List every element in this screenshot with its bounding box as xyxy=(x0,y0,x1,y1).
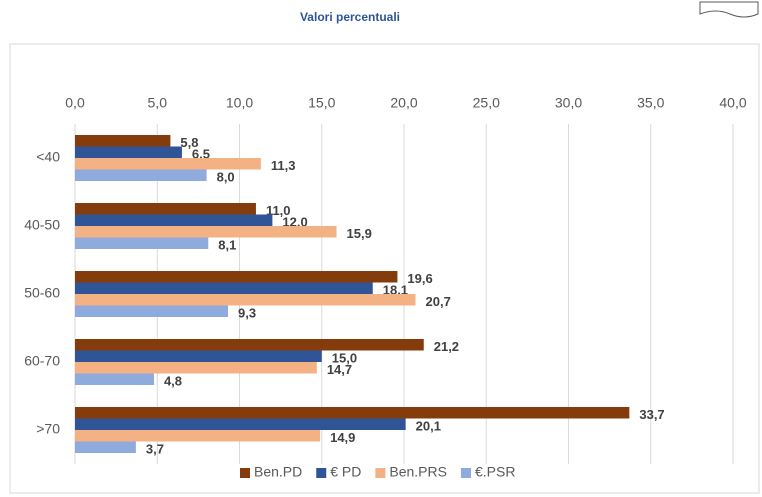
bar xyxy=(75,158,261,170)
bar xyxy=(75,407,630,419)
bar xyxy=(75,271,398,283)
data-label: 15,0 xyxy=(332,351,357,366)
data-label: 15,9 xyxy=(347,226,372,241)
x-tick-label: 10,0 xyxy=(226,95,253,111)
y-tick-label: 50-60 xyxy=(24,285,60,301)
bar xyxy=(75,294,416,306)
bar xyxy=(75,214,273,226)
bar xyxy=(75,350,322,362)
x-tick-label: 25,0 xyxy=(473,95,500,111)
data-label: 33,7 xyxy=(639,407,664,422)
legend-label: €.PSR xyxy=(475,464,515,480)
data-label: 4,8 xyxy=(164,374,182,389)
bar xyxy=(75,305,228,317)
x-tick-label: 20,0 xyxy=(390,95,417,111)
legend-swatch xyxy=(316,468,327,478)
data-label: 6,5 xyxy=(192,147,210,162)
x-tick-label: 15,0 xyxy=(308,95,335,111)
x-tick-label: 40,0 xyxy=(719,95,746,111)
bar xyxy=(75,169,207,181)
data-label: 11,3 xyxy=(271,158,296,173)
data-label: 21,2 xyxy=(434,339,459,354)
x-tick-label: 35,0 xyxy=(637,95,664,111)
decoration xyxy=(699,1,759,18)
chart-title: Valori percentuali xyxy=(300,10,400,24)
data-label: 14,9 xyxy=(330,430,355,445)
data-label: 5,8 xyxy=(180,135,198,150)
bar xyxy=(75,441,136,453)
bar xyxy=(75,430,321,442)
data-label: 9,3 xyxy=(238,306,256,321)
bar xyxy=(75,135,171,147)
x-tick-label: 30,0 xyxy=(555,95,582,111)
y-tick-label: 40-50 xyxy=(24,217,60,233)
legend-swatch xyxy=(240,468,250,478)
bar xyxy=(75,282,373,294)
chart-border xyxy=(9,43,760,494)
bar xyxy=(75,237,209,249)
bar xyxy=(75,226,337,238)
data-label: 8,1 xyxy=(218,238,236,253)
data-label: 12,0 xyxy=(282,215,307,230)
y-tick-label: <40 xyxy=(36,149,60,165)
data-label: 14,7 xyxy=(327,362,352,377)
legend-label: € PD xyxy=(330,464,361,480)
legend-swatch xyxy=(375,468,386,478)
legend-label: Ben.PRS xyxy=(389,464,447,480)
legend-label: Ben.PD xyxy=(254,464,302,480)
y-tick-label: 60-70 xyxy=(24,353,60,369)
y-tick-label: >70 xyxy=(36,421,60,437)
x-tick-label: 5,0 xyxy=(148,95,168,111)
bar xyxy=(75,373,154,385)
bar xyxy=(75,203,256,215)
data-label: 8,0 xyxy=(217,170,235,185)
legend-swatch xyxy=(460,468,471,478)
data-label: 19,6 xyxy=(407,271,432,286)
bar xyxy=(75,362,317,374)
data-label: 20,1 xyxy=(416,419,441,434)
data-label: 3,7 xyxy=(146,442,164,457)
data-label: 11,0 xyxy=(266,203,291,218)
data-label: 20,7 xyxy=(426,294,451,309)
data-label: 18,1 xyxy=(383,283,408,298)
x-tick-label: 0,0 xyxy=(65,95,85,111)
bar xyxy=(75,339,424,351)
bar xyxy=(75,418,406,430)
bar xyxy=(75,146,182,158)
